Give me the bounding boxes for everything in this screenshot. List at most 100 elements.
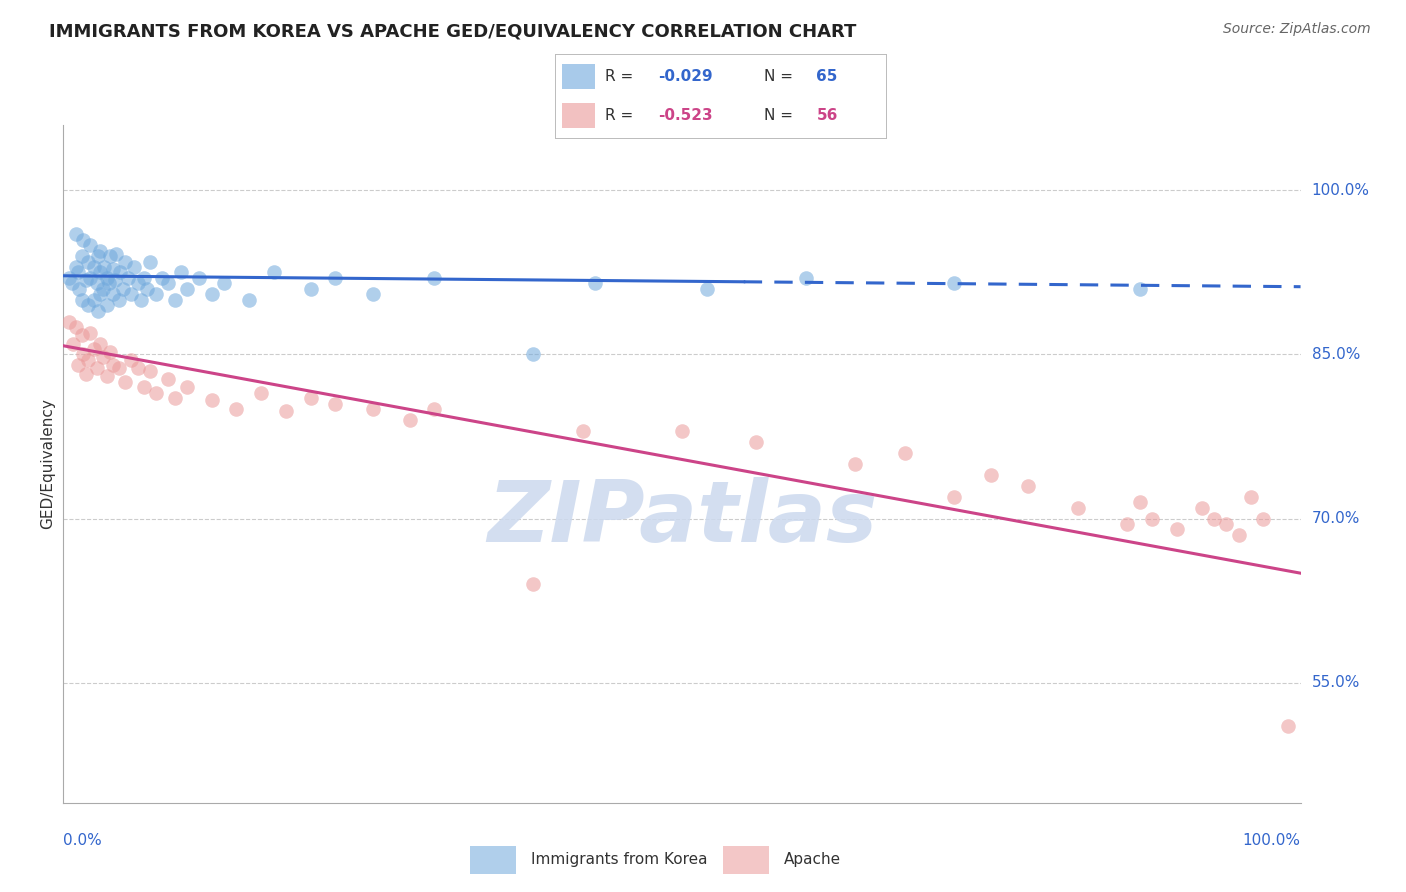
Point [101,359,124,373]
Point [91,282,114,296]
Text: N =: N = [763,108,797,123]
Point [89,336,111,351]
Point [980,467,1002,482]
Point [87,249,110,263]
Text: R =: R = [605,69,638,84]
Y-axis label: GED/Equivalency: GED/Equivalency [39,399,55,529]
Point [75,273,97,287]
Point [65,320,87,334]
Point [89,265,111,279]
Point [67,282,90,296]
Text: 56: 56 [817,108,838,123]
Point [77,353,100,368]
Text: -0.523: -0.523 [658,108,713,123]
Point [65,227,87,242]
Point [139,254,162,268]
Point [114,254,136,268]
Point [299,282,322,296]
Point [325,397,347,411]
Bar [723,847,769,873]
Point [108,293,131,307]
Point [1277,719,1299,733]
Point [238,293,260,307]
Point [844,457,866,471]
Point [1129,495,1152,509]
Point [176,380,198,394]
Point [96,271,118,285]
Point [108,265,131,279]
Point [157,277,180,291]
Point [86,277,108,291]
Point [83,293,105,307]
Point [1140,511,1163,525]
Point [299,391,322,405]
Point [136,282,159,296]
Point [72,233,94,247]
Point [1227,528,1250,542]
Point [1191,500,1213,515]
Point [1215,516,1237,531]
Point [1240,490,1263,504]
Point [696,282,718,296]
Text: IMMIGRANTS FROM KOREA VS APACHE GED/EQUIVALENCY CORRELATION CHART: IMMIGRANTS FROM KOREA VS APACHE GED/EQUI… [49,22,856,40]
Text: 65: 65 [817,69,838,84]
Text: Immigrants from Korea: Immigrants from Korea [531,853,707,867]
Point [671,424,693,438]
Point [139,364,162,378]
Point [522,577,544,591]
Point [79,326,101,340]
Point [522,347,544,361]
Point [98,345,121,359]
Point [105,247,128,261]
Point [108,360,131,375]
Bar [562,103,595,128]
Point [117,271,139,285]
Point [67,359,90,373]
Point [87,303,110,318]
Text: R =: R = [605,108,638,123]
Point [79,238,101,252]
Point [794,271,817,285]
Point [65,260,87,274]
Point [150,271,173,285]
Point [1253,511,1275,525]
Point [176,282,198,296]
Point [572,424,595,438]
Point [1017,479,1039,493]
Point [111,282,134,296]
Point [77,298,100,312]
Point [96,298,118,312]
Point [943,490,966,504]
Point [1166,523,1188,537]
Point [201,287,224,301]
Point [132,271,155,285]
Point [361,287,384,301]
Point [132,380,155,394]
Text: Apache: Apache [785,853,841,867]
Point [120,353,142,368]
Point [1116,516,1139,531]
Point [163,293,186,307]
Point [1202,511,1225,525]
Text: N =: N = [763,69,797,84]
Point [361,402,384,417]
Point [83,342,105,356]
Point [120,287,142,301]
Point [98,277,121,291]
Point [101,287,124,301]
Point [70,249,93,263]
Point [188,271,211,285]
Point [274,404,297,418]
Point [1129,282,1152,296]
Point [127,360,149,375]
Point [1067,500,1090,515]
Point [225,402,247,417]
Point [58,315,80,329]
Point [943,277,966,291]
Point [91,350,114,364]
Bar [562,63,595,89]
Point [893,446,915,460]
Point [423,402,446,417]
Text: 100.0%: 100.0% [1243,833,1301,848]
Point [170,265,193,279]
